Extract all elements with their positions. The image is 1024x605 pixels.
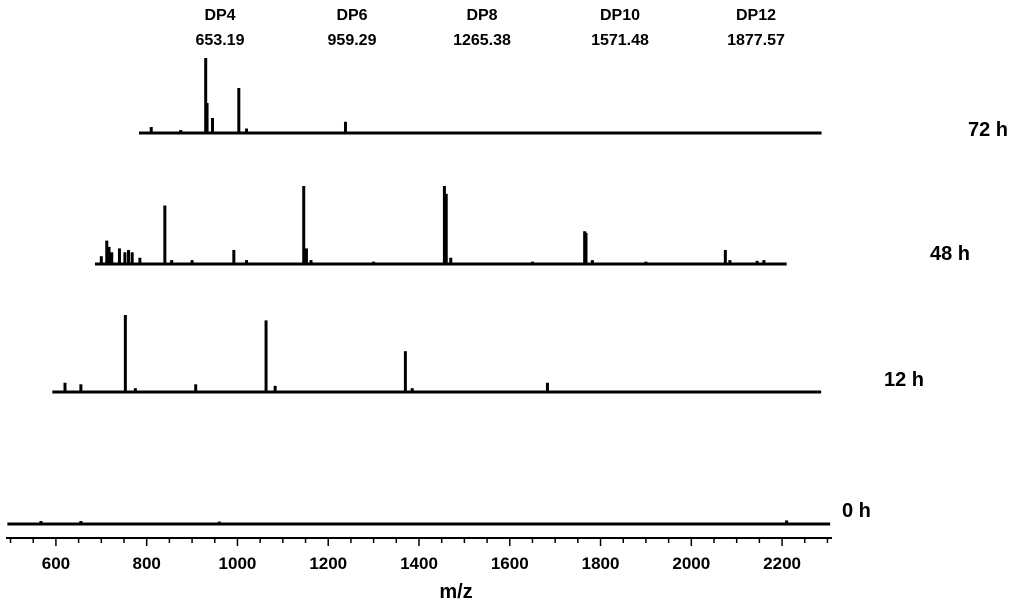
x-tick-label: 1600 xyxy=(491,554,529,573)
peak-annotation-mz: 1571.48 xyxy=(591,32,649,49)
peak-annotation-name: DP6 xyxy=(336,7,367,24)
peak-annotation-name: DP10 xyxy=(600,7,640,24)
x-axis-label: m/z xyxy=(439,581,472,603)
peak-annotation-name: DP8 xyxy=(466,7,497,24)
series-label: 12 h xyxy=(884,369,924,391)
peak-annotation-mz: 653.19 xyxy=(196,32,245,49)
spectrum-series: 0 h xyxy=(7,500,871,526)
x-tick-label: 1200 xyxy=(309,554,347,573)
x-axis-ticks: 600 800 1000 1200 1400 1600 1800 2000 2200 xyxy=(9,538,829,573)
x-tick-label: 800 xyxy=(133,554,161,573)
spectrum-series: 72 h xyxy=(138,58,1008,141)
peak-annotations: DP4 653.19 DP6 959.29 DP8 1265.38 DP10 1571.48 D… xyxy=(196,7,785,49)
peak-annotation-name: DP4 xyxy=(204,7,235,24)
x-tick-label: 1400 xyxy=(400,554,438,573)
spectrum-series: 48 h xyxy=(94,186,970,266)
spectra-series: 72 h 48 h 12 h 0 h xyxy=(7,58,1008,526)
x-axis: 600 800 1000 1200 1400 1600 1800 2000 2200 xyxy=(6,537,832,573)
x-tick-label: 600 xyxy=(42,554,70,573)
spectrum-series: 12 h xyxy=(52,315,924,394)
x-tick-label: 2200 xyxy=(763,554,801,573)
x-tick-label: 1000 xyxy=(219,554,257,573)
series-label: 48 h xyxy=(930,243,970,265)
series-label: 72 h xyxy=(968,119,1008,141)
series-label: 0 h xyxy=(842,500,871,522)
x-tick-label: 2000 xyxy=(672,554,710,573)
peak-annotation-mz: 1265.38 xyxy=(453,32,511,49)
peak-annotation-mz: 959.29 xyxy=(328,32,377,49)
peak-annotation-mz: 1877.57 xyxy=(727,32,785,49)
x-tick-label: 1800 xyxy=(582,554,620,573)
peak-annotation-name: DP12 xyxy=(736,7,776,24)
